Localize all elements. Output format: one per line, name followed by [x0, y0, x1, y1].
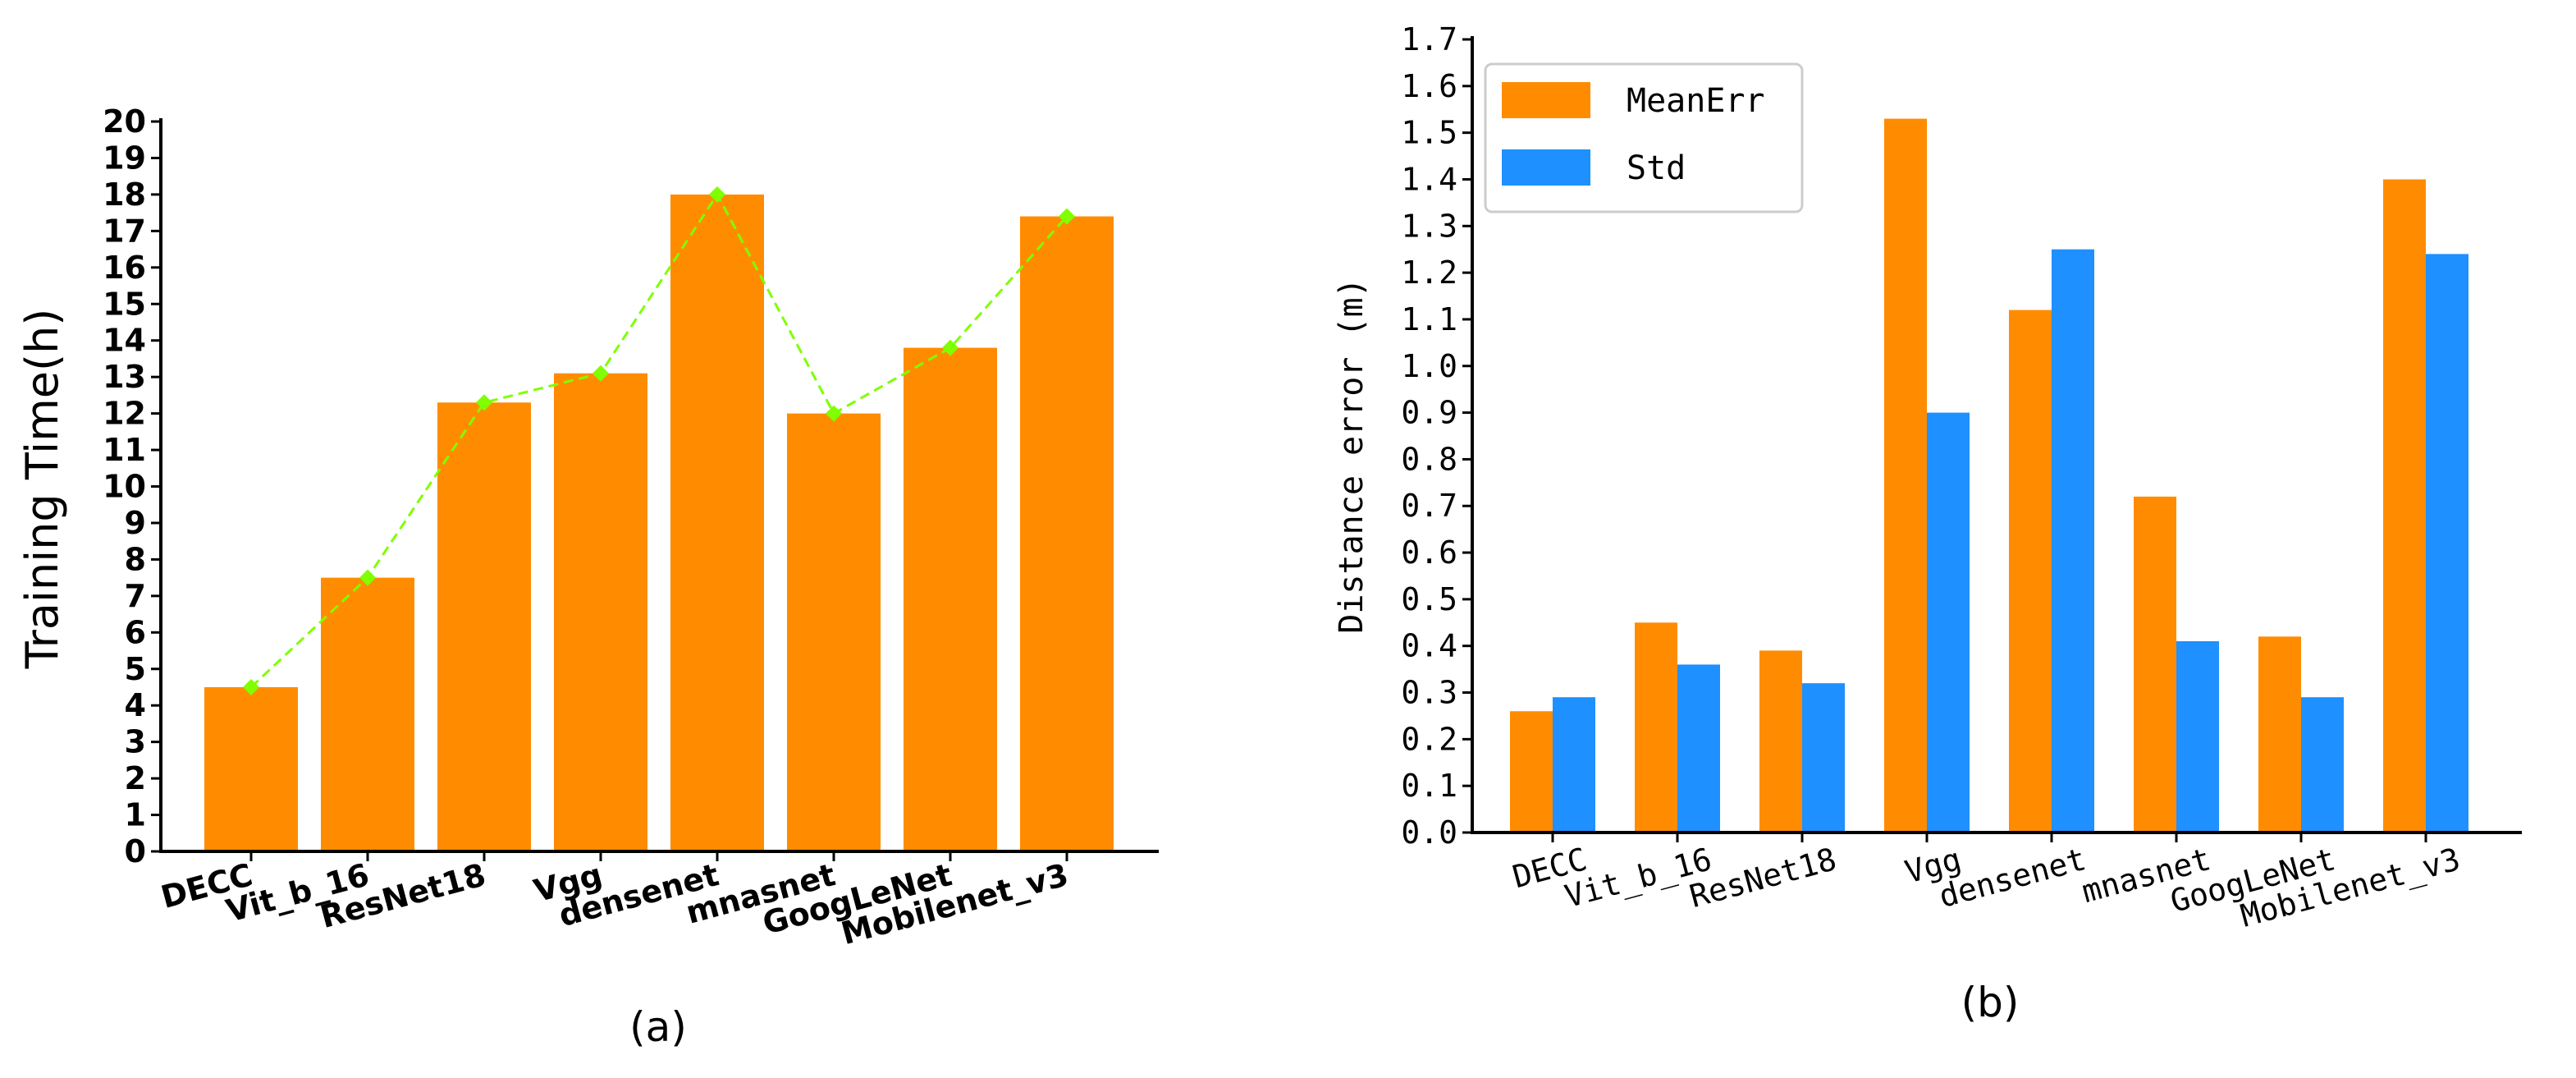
bar-densenet	[670, 194, 764, 851]
trend-point-resnet18	[476, 394, 492, 411]
bar-meanerr-googlenet	[2258, 636, 2301, 833]
y-tick-label: 1.0	[1401, 348, 1457, 384]
bar-meanerr-vit-b-16	[1635, 622, 1677, 833]
trend-point-vgg	[593, 365, 609, 382]
bar-decc	[204, 686, 298, 851]
bar-std-mobilenet-v3	[2426, 254, 2468, 833]
y-tick-label: 1.5	[1401, 115, 1457, 151]
y-tick-label: 14	[103, 323, 146, 359]
y-tick-label: 9	[125, 505, 146, 541]
y-tick-label: 1.3	[1401, 208, 1457, 244]
y-tick-label: 6	[125, 614, 146, 650]
y-tick-label: 13	[103, 359, 146, 395]
y-tick-label: 5	[125, 651, 146, 687]
bar-std-googlenet	[2301, 697, 2344, 833]
chart-b-distance-error: 0.0 0.1 0.2 0.3 0.4 0.5 0.6 0.7 0.8 0.9 1.0 1.1 1.2 1…	[1333, 21, 2522, 1026]
chart-a-trend-line	[243, 186, 1075, 695]
y-tick-label: 4	[125, 687, 146, 723]
bar-meanerr-mnasnet	[2134, 496, 2176, 833]
bar-vgg	[554, 373, 647, 852]
trend-point-googlenet	[942, 339, 959, 356]
chart-a-y-axis-label: Training Time(h)	[16, 309, 68, 670]
bar-meanerr-densenet	[2009, 310, 2052, 833]
chart-a-caption: (a)	[629, 1003, 687, 1051]
trend-point-mobilenet-v3	[1059, 208, 1075, 225]
y-tick-label: 0.8	[1401, 441, 1457, 477]
bar-mobilenet-v3	[1020, 216, 1114, 851]
y-tick-label: 10	[103, 469, 146, 505]
bar-mnasnet	[787, 413, 881, 852]
y-tick-label: 20	[103, 103, 146, 140]
trend-point-mnasnet	[826, 405, 842, 422]
bar-meanerr-mobilenet-v3	[2383, 179, 2426, 833]
y-tick-label: 0.1	[1401, 768, 1457, 804]
y-tick-label: 1	[125, 797, 146, 833]
y-tick-label: 1.4	[1401, 161, 1457, 197]
bar-std-densenet	[2052, 249, 2094, 833]
chart-a-axes	[159, 118, 1159, 853]
y-tick-label: 17	[103, 213, 146, 249]
chart-b-axes	[1471, 36, 2522, 834]
y-tick-label: 0.0	[1401, 814, 1457, 851]
y-tick-label: 0.2	[1401, 721, 1457, 757]
chart-b-legend: MeanErr Std	[1484, 62, 1804, 213]
y-tick-label: 1.2	[1401, 255, 1457, 291]
chart-b-caption: (b)	[1961, 979, 2020, 1026]
legend-label-std: Std	[1627, 149, 1686, 187]
legend-label-meanerr: MeanErr	[1627, 82, 1765, 120]
y-tick-label: 2	[125, 760, 146, 796]
y-tick-label: 3	[125, 724, 146, 760]
bar-resnet18	[437, 402, 531, 851]
y-tick-label: 0.4	[1401, 628, 1457, 664]
y-tick-label: 1.6	[1401, 68, 1457, 104]
legend-swatch-std	[1502, 149, 1590, 186]
y-tick-label: 0.3	[1401, 675, 1457, 711]
chart-a-bars	[204, 194, 1114, 852]
trend-point-densenet	[709, 186, 725, 203]
y-tick-label: 0.5	[1401, 581, 1457, 617]
y-tick-label: 8	[125, 541, 146, 577]
bar-vit-b-16	[321, 577, 414, 851]
bar-std-resnet18	[1802, 683, 1845, 833]
y-tick-label: 7	[125, 578, 146, 614]
y-tick-label: 1.1	[1401, 301, 1457, 337]
trend-point-decc	[243, 678, 259, 695]
trend-line	[249, 191, 1068, 689]
chart-b-y-axis-label: Distance error (m)	[1333, 278, 1370, 633]
y-tick-label: 18	[103, 177, 146, 213]
bar-std-vit-b-16	[1677, 664, 1720, 833]
y-tick-label: 11	[103, 432, 146, 468]
y-tick-label: 0	[125, 833, 146, 869]
y-tick-label: 0.6	[1401, 534, 1457, 571]
y-tick-label: 16	[103, 250, 146, 286]
chart-b-bars	[1510, 118, 2468, 833]
y-tick-label: 0.7	[1401, 488, 1457, 524]
y-tick-label: 19	[103, 140, 146, 176]
bar-meanerr-resnet18	[1759, 650, 1802, 833]
y-tick-label: 1.7	[1401, 21, 1457, 57]
bar-meanerr-vgg	[1884, 118, 1927, 833]
y-tick-label: 12	[103, 396, 146, 432]
chart-b-y-ticks: 0.0 0.1 0.2 0.3 0.4 0.5 0.6 0.7 0.8 0.9 1.0 1.1 1.2 1…	[1401, 21, 1472, 851]
trend-point-vit-b-16	[359, 569, 376, 586]
bar-googlenet	[904, 347, 997, 852]
bar-std-mnasnet	[2176, 641, 2219, 833]
bar-meanerr-decc	[1510, 711, 1553, 833]
bar-std-decc	[1553, 697, 1595, 833]
bar-std-vgg	[1927, 412, 1970, 833]
y-tick-label: 15	[103, 286, 146, 322]
y-tick-label: 0.9	[1401, 395, 1457, 431]
legend-swatch-meanerr	[1502, 82, 1590, 118]
